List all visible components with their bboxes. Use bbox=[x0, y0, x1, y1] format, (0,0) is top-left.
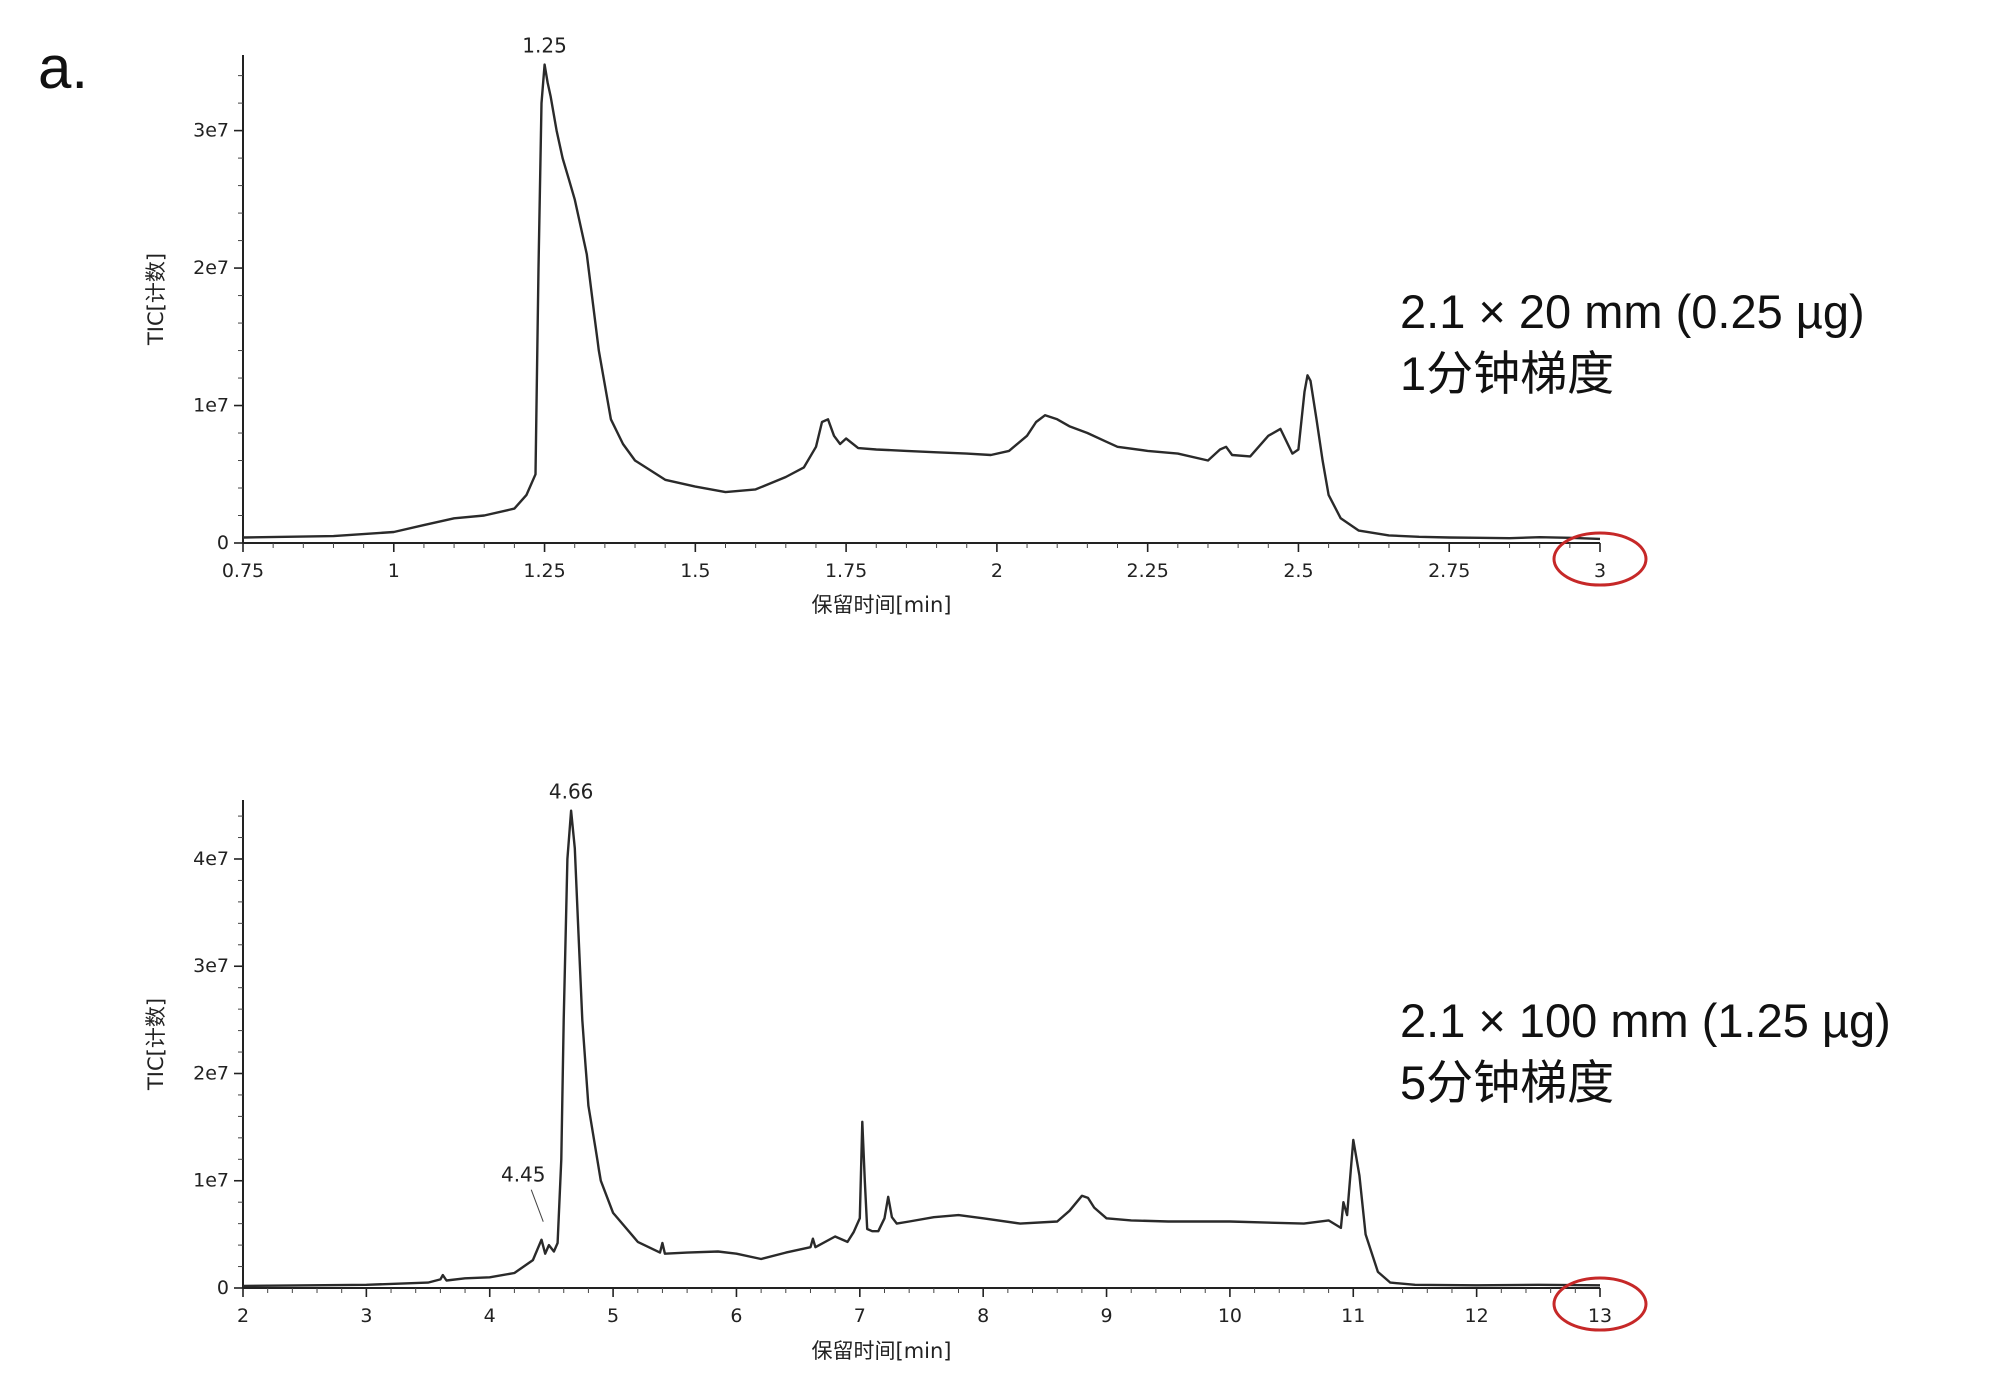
annotation-gradient-line: 1分钟梯度 bbox=[1400, 347, 1615, 400]
x-tick-label: 3 bbox=[360, 1305, 372, 1327]
tic-trace-line bbox=[242, 63, 1601, 541]
annotation-gradient-line: 5分钟梯度 bbox=[1400, 1056, 1615, 1109]
x-tick-label: 11 bbox=[1341, 1305, 1365, 1327]
x-tick-label: 8 bbox=[977, 1305, 989, 1327]
x-tick-label: 10 bbox=[1218, 1305, 1242, 1327]
peak-label: 4.45 bbox=[501, 1163, 546, 1187]
x-tick-label: 6 bbox=[730, 1305, 742, 1327]
x-axis-title: 保留时间[min] bbox=[812, 593, 952, 617]
annotation-column-line: 2.1 × 20 mm (0.25 µg) bbox=[1400, 285, 1865, 338]
x-tick-label: 2 bbox=[991, 560, 1003, 582]
y-tick-label: 0 bbox=[217, 532, 229, 554]
y-tick-label: 2e7 bbox=[193, 257, 229, 279]
y-tick-label: 1e7 bbox=[193, 1170, 229, 1192]
x-tick-label: 9 bbox=[1100, 1305, 1112, 1327]
chart-annotation-bottom: 2.1 × 100 mm (1.25 µg) 5分钟梯度 bbox=[1400, 990, 1891, 1114]
x-tick-label: 2 bbox=[237, 1305, 249, 1327]
x-tick-label: 3 bbox=[1594, 560, 1606, 582]
panel-label: a. bbox=[38, 34, 89, 101]
peak-label-leader bbox=[530, 1189, 544, 1222]
y-tick-label: 4e7 bbox=[193, 848, 229, 870]
y-tick-label: 3e7 bbox=[193, 955, 229, 977]
x-tick-label: 1 bbox=[388, 560, 400, 582]
x-tick-label: 7 bbox=[854, 1305, 866, 1327]
x-tick-label: 2.5 bbox=[1283, 560, 1313, 582]
x-tick-label: 1.25 bbox=[523, 560, 565, 582]
x-tick-label: 4 bbox=[484, 1305, 496, 1327]
highlight-circle bbox=[1552, 531, 1648, 587]
y-axis-title: TIC[计数] bbox=[144, 998, 168, 1091]
chart-annotation-top: 2.1 × 20 mm (0.25 µg) 1分钟梯度 bbox=[1400, 281, 1865, 405]
peak-label: 4.66 bbox=[549, 780, 594, 804]
highlight-circle bbox=[1552, 1276, 1648, 1332]
y-tick-label: 2e7 bbox=[193, 1062, 229, 1084]
tic-trace-line bbox=[242, 809, 1601, 1288]
x-tick-label: 12 bbox=[1465, 1305, 1489, 1327]
y-axis-title: TIC[计数] bbox=[144, 253, 168, 346]
x-tick-label: 13 bbox=[1588, 1305, 1612, 1327]
y-tick-label: 1e7 bbox=[193, 395, 229, 417]
x-tick-label: 2.75 bbox=[1428, 560, 1470, 582]
x-axis-title: 保留时间[min] bbox=[812, 1339, 952, 1363]
x-tick-label: 2.25 bbox=[1127, 560, 1169, 582]
x-tick-label: 1.75 bbox=[825, 560, 867, 582]
y-tick-label: 0 bbox=[217, 1277, 229, 1299]
x-tick-label: 0.75 bbox=[222, 560, 264, 582]
x-tick-label: 5 bbox=[607, 1305, 619, 1327]
x-tick-label: 1.5 bbox=[680, 560, 710, 582]
y-tick-label: 3e7 bbox=[193, 120, 229, 142]
annotation-column-line: 2.1 × 100 mm (1.25 µg) bbox=[1400, 994, 1891, 1047]
peak-label: 1.25 bbox=[522, 34, 567, 58]
